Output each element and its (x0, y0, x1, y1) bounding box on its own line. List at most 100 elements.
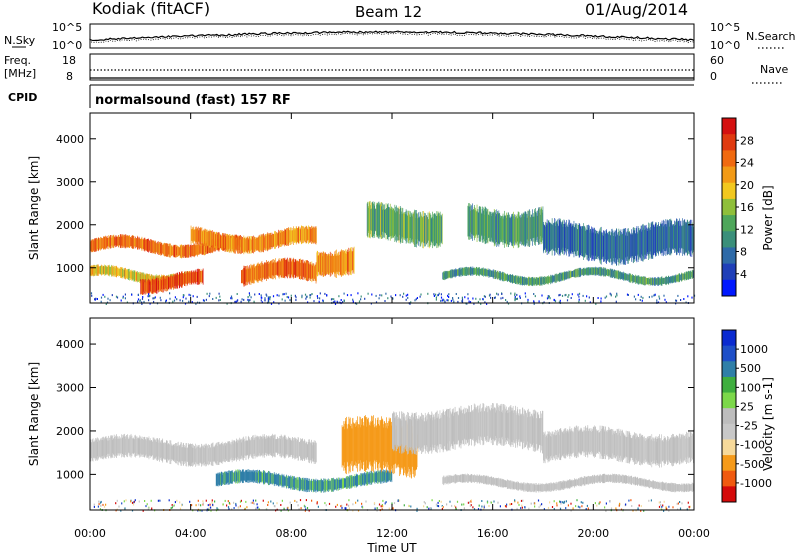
power-echo-cell (248, 266, 250, 284)
velocity-echo-cell (125, 436, 126, 455)
power-echo-cell (198, 269, 199, 285)
power-echo-cell (450, 269, 452, 279)
velocity-echo-cell (642, 479, 644, 486)
power-echo-cell (265, 234, 267, 251)
power-noise-cell (343, 299, 345, 302)
power-echo-cell (438, 212, 439, 247)
velocity-echo-cell (341, 479, 342, 488)
power-echo-cell (108, 237, 109, 247)
velocity-echo-cell (411, 412, 413, 455)
velocity-echo-cell (472, 411, 474, 440)
power-echo-cell (529, 211, 531, 246)
power-echo-cell (690, 219, 691, 257)
power-echo-cell (681, 225, 682, 249)
power-noise-cell (482, 298, 484, 301)
velocity-echo-cell (553, 482, 554, 492)
velocity-echo-cell (498, 410, 499, 439)
velocity-echo-cell (142, 439, 143, 455)
power-echo-cell (468, 203, 469, 240)
power-echo-cell (637, 233, 638, 255)
power-echo-cell (316, 227, 317, 244)
power-echo-cell (171, 274, 173, 290)
power-echo-cell (649, 278, 650, 285)
power-echo-cell (563, 272, 565, 280)
velocity-echo-cell (511, 410, 513, 443)
velocity-echo-cell (271, 474, 272, 483)
power-echo-cell (574, 269, 576, 278)
velocity-echo-cell (245, 470, 246, 482)
velocity-echo-cell (216, 442, 218, 466)
power-echo-cell (580, 226, 581, 256)
velocity-echo-cell (216, 474, 218, 486)
power-echo-cell (309, 262, 311, 281)
power-echo-cell (434, 213, 436, 246)
velocity-echo-cell (604, 473, 606, 484)
power-noise-cell (309, 296, 311, 299)
power-echo-cell (559, 273, 561, 282)
power-noise-cell (489, 293, 491, 296)
velocity-echo-cell (495, 477, 497, 486)
velocity-echo-cell (244, 441, 246, 456)
power-echo-cell (572, 226, 574, 252)
velocity-echo-cell (532, 484, 534, 491)
power-echo-cell (235, 234, 236, 254)
velocity-echo-cell (446, 475, 448, 485)
power-echo-cell (510, 218, 511, 242)
power-echo-cell (263, 264, 265, 278)
velocity-echo-cell (481, 411, 483, 437)
power-echo-cell (667, 219, 668, 256)
velocity-echo-cell (513, 412, 515, 441)
velocity-echo-cell (241, 440, 243, 458)
velocity-echo-cell (460, 474, 462, 483)
velocity-echo-cell (441, 417, 443, 445)
velocity-echo-cell (305, 477, 306, 492)
power-echo-cell (107, 267, 108, 274)
velocity-echo-cell (530, 416, 531, 444)
power-echo-cell (613, 231, 615, 263)
power-echo-cell (126, 235, 128, 248)
power-echo-cell (558, 273, 560, 282)
power-echo-cell (587, 267, 589, 276)
velocity-echo-cell (506, 479, 508, 489)
velocity-echo-cell (430, 415, 432, 451)
velocity-echo-cell (570, 480, 571, 487)
power-echo-cell (200, 228, 201, 245)
power-echo-cell (142, 239, 144, 250)
velocity-echo-cell (608, 474, 609, 483)
velocity-echo-cell (517, 482, 519, 490)
freq-panel-frame (89, 53, 695, 81)
velocity-echo-cell (228, 470, 229, 485)
velocity-echo-cell (265, 473, 267, 482)
velocity-echo-cell (310, 480, 312, 491)
velocity-echo-cell (663, 483, 665, 490)
velocity-echo-cell (313, 440, 315, 464)
power-echo-cell (543, 276, 544, 285)
power-noise-cell (100, 300, 102, 303)
power-echo-cell (312, 264, 313, 280)
power-echo-cell (543, 277, 545, 284)
power-echo-cell (291, 258, 293, 278)
velocity-echo-cell (239, 437, 240, 462)
power-echo-cell (102, 238, 103, 249)
velocity-echo-cell (291, 438, 293, 457)
power-echo-cell (169, 243, 171, 258)
power-echo-cell (546, 224, 548, 250)
velocity-echo-cell (435, 419, 437, 445)
power-echo-cell (274, 231, 275, 249)
power-echo-cell (476, 211, 477, 235)
power-echo-cell (448, 271, 449, 278)
power-noise-cell (500, 297, 502, 300)
power-echo-cell (618, 270, 619, 280)
power-echo-cell (562, 220, 563, 254)
velocity-echo-cell (415, 431, 417, 471)
power-echo-cell (384, 204, 385, 238)
velocity-echo-cell (642, 479, 644, 486)
velocity-echo-cell (513, 481, 515, 490)
power-echo-cell (660, 223, 662, 253)
power-echo-cell (568, 270, 570, 280)
velocity-echo-cell (473, 409, 474, 441)
velocity-echo-cell (633, 476, 634, 485)
velocity-echo-cell (92, 439, 94, 461)
velocity-echo-cell (461, 474, 463, 483)
power-echo-cell (652, 277, 654, 286)
